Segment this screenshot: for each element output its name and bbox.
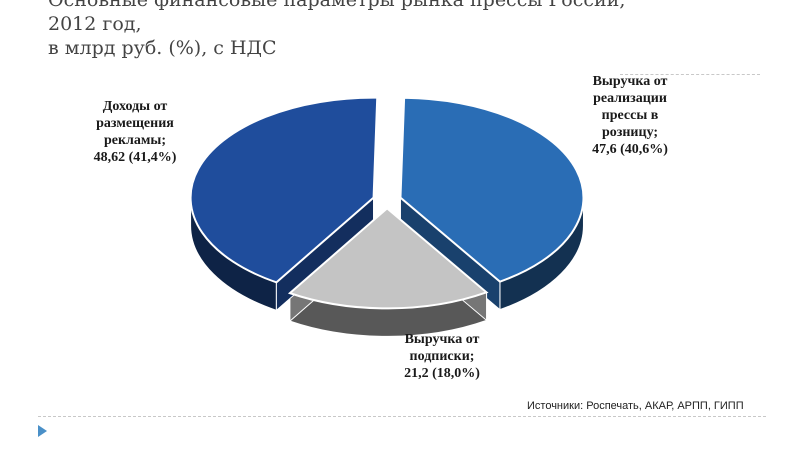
- slice-advertising: [189, 96, 379, 284]
- footer-divider: [38, 416, 766, 417]
- slice-label-advertising: Доходы от размещения рекламы; 48,62 (41,…: [93, 99, 177, 165]
- slide-title: Основные финансовые параметры рынка прес…: [48, 0, 788, 60]
- header-divider: [620, 74, 760, 75]
- source-note: Источники: Роспечать, АКАР, АРПП, ГИПП: [527, 400, 744, 412]
- slice-label-subscription: Выручка от подписки; 21,2 (18,0%): [404, 332, 480, 381]
- title-line-2: 2012 год,: [48, 13, 142, 35]
- title-line-1: Основные финансовые параметры рынка прес…: [48, 0, 626, 11]
- slice-retail: [399, 96, 585, 283]
- title-line-3: в млрд руб. (%), с НДС: [48, 37, 277, 59]
- slice-label-retail: Выручка от реализации прессы в розницу; …: [592, 74, 668, 157]
- bullet-arrow-icon: [38, 425, 47, 437]
- slice-subscription: [287, 207, 489, 310]
